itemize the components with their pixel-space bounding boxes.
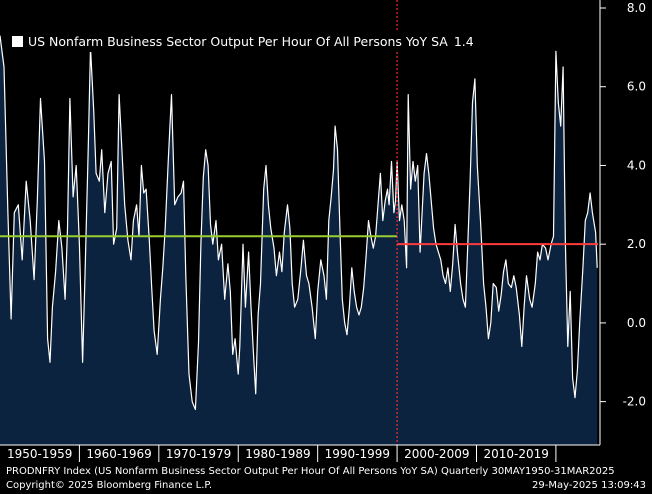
y-tick-label: 8.0: [627, 1, 646, 15]
y-axis: 8.0 6.0 4.0 2.0 0.0 -2.0: [600, 1, 646, 409]
y-tick-label: 4.0: [627, 158, 646, 172]
y-tick-label: 2.0: [627, 237, 646, 251]
y-tick-label: 0.0: [627, 316, 646, 330]
x-axis: 1950-1959 1960-1969 1970-1979 1980-1989 1990…: [7, 445, 557, 462]
legend-swatch: [12, 35, 23, 47]
x-category-label: 1960-1969: [86, 447, 151, 461]
x-category-label: 2010-2019: [483, 447, 548, 461]
y-tick-label: -2.0: [623, 395, 646, 409]
series-line: [0, 35, 598, 411]
footer-timestamp: 29-May-2025 13:09:43: [532, 480, 646, 491]
x-category-label: 1950-1959: [7, 447, 72, 461]
series-area: [0, 35, 598, 445]
footer-source: PRODNFRY Index (US Nonfarm Business Sect…: [6, 466, 615, 477]
y-tick-label: 6.0: [627, 80, 646, 94]
footer-copyright: Copyright© 2025 Bloomberg Finance L.P.: [6, 480, 213, 491]
legend-label: US Nonfarm Business Sector Output Per Ho…: [28, 33, 448, 49]
x-category-label: 2000-2009: [404, 447, 469, 461]
x-category-label: 1980-1989: [245, 447, 310, 461]
x-category-label: 1970-1979: [166, 447, 231, 461]
x-category-label: 1990-1999: [325, 447, 390, 461]
legend: US Nonfarm Business Sector Output Per Ho…: [6, 30, 482, 52]
legend-value: 1.4: [453, 33, 474, 49]
